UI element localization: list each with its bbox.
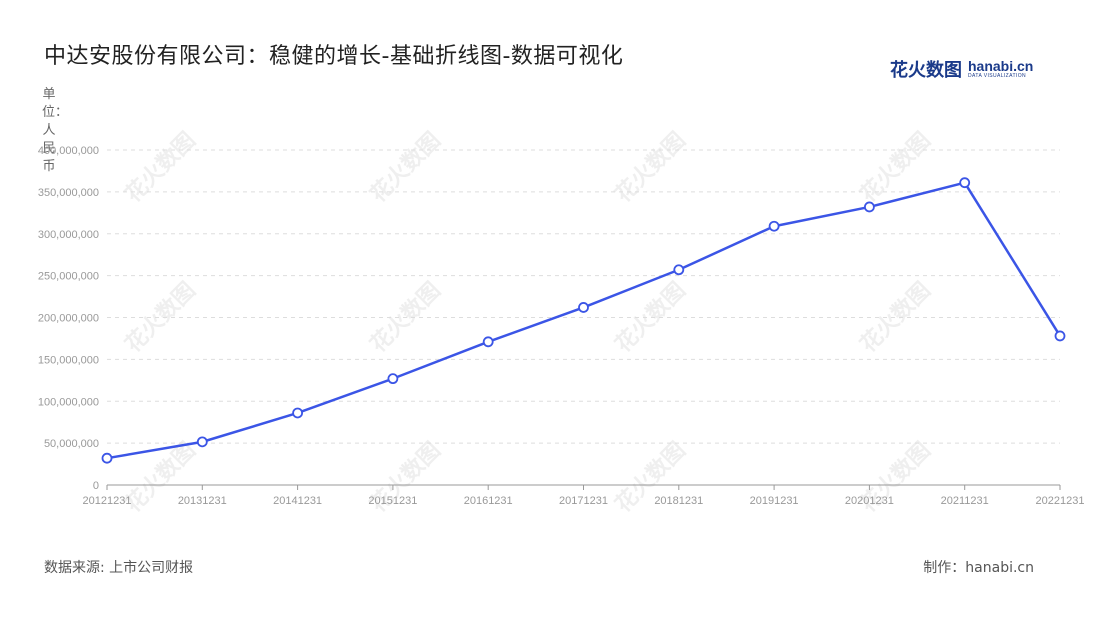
y-tick-label: 400,000,000 bbox=[38, 145, 99, 157]
data-point bbox=[196, 436, 208, 448]
x-tick-label: 20121231 bbox=[83, 495, 132, 507]
y-axis-ticks: 0 50,000,000 100,000,000 150,000,000 200,000… bbox=[38, 145, 99, 492]
grid-lines bbox=[107, 149, 1060, 444]
x-tick-label: 20141231 bbox=[273, 495, 322, 507]
data-point bbox=[1054, 330, 1066, 342]
data-point bbox=[768, 220, 780, 232]
data-point bbox=[292, 407, 304, 419]
y-tick-label: 300,000,000 bbox=[38, 229, 99, 241]
logo-en-text: hanabi.cn bbox=[968, 58, 1034, 74]
data-point bbox=[387, 373, 399, 385]
logo-subtitle: DATA VISUALIZATION bbox=[968, 73, 1027, 79]
data-point bbox=[959, 177, 971, 189]
series-layer bbox=[101, 177, 1066, 464]
data-point bbox=[101, 452, 113, 464]
logo-cn-text: 花火数图 bbox=[890, 60, 962, 81]
y-tick-label: 100,000,000 bbox=[38, 396, 99, 408]
logo-en-block: hanabi.cn DATA VISUALIZATION bbox=[968, 59, 1033, 79]
data-point bbox=[578, 302, 589, 313]
x-tick-label: 20131231 bbox=[178, 495, 227, 507]
maker-credit: 制作：hanabi.cn bbox=[923, 560, 1034, 576]
y-tick-label: 350,000,000 bbox=[38, 187, 99, 199]
x-tick-label: 20221231 bbox=[1036, 495, 1085, 507]
brand-logo: 花火数图 hanabi.cn DATA VISUALIZATION bbox=[890, 56, 1033, 82]
x-tick-label: 20161231 bbox=[464, 495, 513, 507]
x-tick-label: 20171231 bbox=[559, 495, 608, 507]
series-line bbox=[106, 181, 1062, 460]
y-tick-label: 0 bbox=[93, 480, 99, 492]
y-tick-label: 200,000,000 bbox=[38, 313, 99, 325]
chart-title: 中达安股份有限公司：稳健的增长-基础折线图-数据可视化 bbox=[44, 44, 624, 69]
x-tick-label: 20181231 bbox=[654, 495, 703, 507]
x-tick-label: 20151231 bbox=[368, 495, 417, 507]
x-tick-label: 20191231 bbox=[750, 495, 799, 507]
y-tick-label: 250,000,000 bbox=[38, 271, 99, 283]
data-point bbox=[673, 264, 685, 276]
x-axis: 20121231 20131231 20141231 20151231 20161231… bbox=[83, 484, 1085, 507]
y-tick-label: 50,000,000 bbox=[44, 438, 99, 450]
data-point bbox=[864, 201, 875, 213]
data-source: 数据来源: 上市公司财报 bbox=[44, 560, 194, 576]
y-tick-label: 150,000,000 bbox=[38, 354, 99, 366]
x-tick-label: 20201231 bbox=[845, 495, 894, 507]
data-point bbox=[482, 336, 494, 348]
x-tick-label: 20211231 bbox=[941, 495, 989, 507]
